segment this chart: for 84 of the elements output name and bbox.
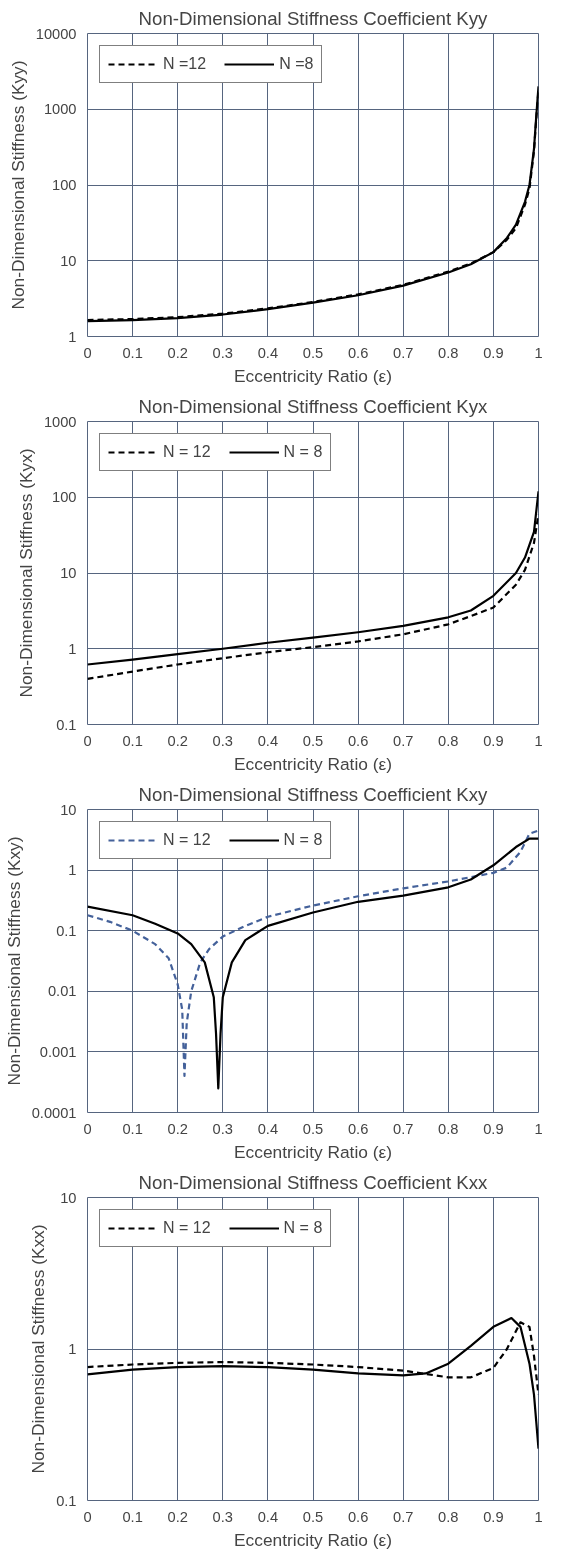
x-tick-label: 0.6 <box>347 344 369 361</box>
x-tick-label: 0.7 <box>393 732 414 749</box>
legend-label: N = 8 <box>283 1219 323 1237</box>
chart-title: Non-Dimensional Stiffness Coefficient Kxx <box>138 1171 489 1193</box>
line-series <box>87 1316 539 1450</box>
chart-title: Non-Dimensional Stiffness Coefficient Kyy <box>138 7 489 29</box>
x-tick-label: 0.9 <box>483 732 504 749</box>
x-axis-title: Eccentricity Ratio (ε) <box>234 1141 392 1162</box>
y-tick-label: 0.001 <box>39 1043 77 1060</box>
x-tick-label: 0 <box>83 1508 92 1525</box>
x-tick-label: 0.9 <box>483 344 504 361</box>
x-tick-label: 0.1 <box>122 732 143 749</box>
x-tick-label: 0.3 <box>212 1120 233 1137</box>
x-tick-label: 1 <box>534 1120 543 1137</box>
x-tick-label: 0.3 <box>212 732 233 749</box>
x-tick-label: 0.7 <box>393 1120 414 1137</box>
y-tick-label: 0.0001 <box>31 1104 77 1121</box>
x-tick-label: 0.7 <box>393 1508 414 1525</box>
x-tick-label: 0.2 <box>167 732 188 749</box>
legend-label: N = 12 <box>163 1219 211 1237</box>
x-tick-label: 0.4 <box>257 344 279 361</box>
y-tick-label: 1 <box>68 862 77 879</box>
x-tick-label: 0.2 <box>167 1508 188 1525</box>
y-tick-label: 10 <box>60 1189 77 1206</box>
y-axis-title: Non-Dimensional Stiffness (Kyy) <box>7 60 28 310</box>
x-tick-label: 0.8 <box>438 1508 459 1525</box>
x-tick-label: 0.5 <box>302 344 324 361</box>
x-tick-label: 0.8 <box>438 344 459 361</box>
y-tick-label: 1 <box>68 640 77 657</box>
y-axis-title: Non-Dimensional Stiffness (Kyx) <box>15 448 36 698</box>
x-tick-label: 0.5 <box>302 732 324 749</box>
y-axis-title: Non-Dimensional Stiffness (Kxy) <box>3 836 24 1086</box>
x-tick-label: 0.8 <box>438 1120 459 1137</box>
x-tick-label: 0.9 <box>483 1120 504 1137</box>
x-tick-label: 0.4 <box>257 732 279 749</box>
x-tick-label: 0.7 <box>393 344 414 361</box>
legend-label: N = 8 <box>283 831 323 849</box>
x-tick-label: 0.6 <box>347 1120 369 1137</box>
x-tick-label: 0.2 <box>167 344 188 361</box>
x-tick-label: 0.8 <box>438 732 459 749</box>
x-tick-label: 0 <box>83 732 92 749</box>
y-tick-label: 100 <box>52 177 77 193</box>
x-tick-label: 0.5 <box>302 1508 324 1525</box>
y-tick-label: 1000 <box>43 413 77 430</box>
x-axis-title: Eccentricity Ratio (ε) <box>234 753 392 774</box>
x-tick-label: 0 <box>83 344 92 361</box>
y-tick-label: 100 <box>52 489 77 506</box>
x-tick-label: 0.4 <box>257 1120 279 1137</box>
y-tick-label: 10 <box>60 801 77 818</box>
x-tick-label: 0.1 <box>122 1120 143 1137</box>
y-tick-label: 10 <box>60 252 77 269</box>
x-tick-label: 0.1 <box>122 344 143 361</box>
y-tick-label: 0.1 <box>56 922 77 939</box>
x-tick-label: 0 <box>83 1120 92 1137</box>
legend-label: N = 12 <box>163 831 211 849</box>
x-tick-label: 0.9 <box>483 1508 504 1525</box>
x-tick-label: 0.2 <box>167 1120 188 1137</box>
y-tick-label: 0.1 <box>56 1492 77 1509</box>
x-axis-title: Eccentricity Ratio (ε) <box>234 365 392 386</box>
y-tick-label: 0.1 <box>56 716 77 733</box>
legend-label: N = 12 <box>163 443 211 461</box>
x-tick-label: 0.6 <box>347 732 369 749</box>
x-tick-label: 0.3 <box>212 344 233 361</box>
y-tick-label: 1000 <box>43 101 77 118</box>
y-axis-title: Non-Dimensional Stiffness (Kxx) <box>28 1224 49 1474</box>
y-tick-label: 1 <box>68 1341 77 1357</box>
x-axis-title: Eccentricity Ratio (ε) <box>234 1529 392 1550</box>
y-tick-label: 0.01 <box>47 983 77 1000</box>
legend-label: N =8 <box>279 55 314 73</box>
x-tick-label: 0.1 <box>122 1508 143 1525</box>
x-tick-label: 0.4 <box>257 1508 279 1525</box>
x-tick-label: 0.5 <box>302 1120 324 1137</box>
legend-label: N =12 <box>163 55 207 73</box>
y-tick-label: 1 <box>68 328 77 345</box>
legend-label: N = 8 <box>283 443 323 461</box>
chart-title: Non-Dimensional Stiffness Coefficient Kyx <box>138 395 489 417</box>
x-tick-label: 0.6 <box>347 1508 369 1525</box>
y-tick-label: 10000 <box>35 25 77 42</box>
x-tick-label: 1 <box>534 1508 543 1525</box>
x-tick-label: 0.3 <box>212 1508 233 1525</box>
chart-title: Non-Dimensional Stiffness Coefficient Kxy <box>138 783 489 805</box>
x-tick-label: 1 <box>534 732 543 749</box>
y-tick-label: 10 <box>60 565 77 581</box>
x-tick-label: 1 <box>534 344 543 361</box>
